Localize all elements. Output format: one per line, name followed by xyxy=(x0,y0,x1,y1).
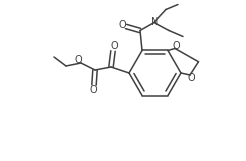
Text: O: O xyxy=(74,55,82,65)
Text: O: O xyxy=(110,41,118,51)
Text: O: O xyxy=(118,20,126,30)
Text: N: N xyxy=(151,18,159,28)
Text: O: O xyxy=(172,41,180,51)
Text: O: O xyxy=(89,85,97,95)
Text: O: O xyxy=(187,72,195,82)
